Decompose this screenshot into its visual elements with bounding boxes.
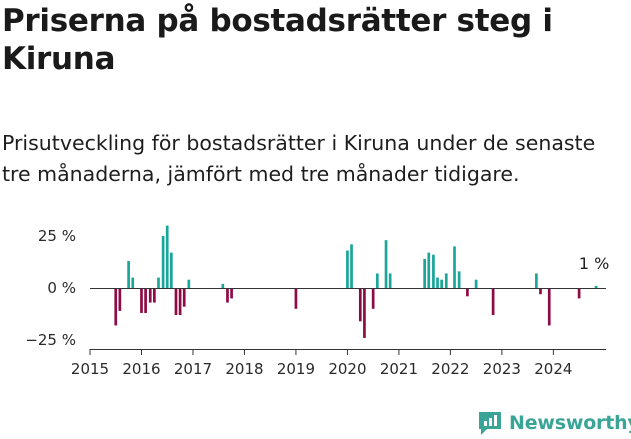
bar-positive	[444, 273, 448, 288]
bar-positive	[221, 283, 225, 288]
bar-negative	[144, 288, 147, 313]
bar-negative	[466, 288, 469, 297]
bar-negative	[539, 288, 542, 295]
bar-positive	[423, 258, 426, 288]
bar-positive	[157, 277, 160, 288]
bar-negative	[547, 288, 551, 326]
bar-positive	[127, 260, 130, 288]
x-tick-label: 2018	[225, 360, 263, 378]
bar-positive	[346, 250, 349, 288]
x-axis-ticks: 2015 2016 2017 2018 2019 2020 2021 2022 2023 2024	[71, 349, 572, 378]
bar-positive	[427, 252, 431, 288]
chart-bars	[114, 225, 598, 338]
chart-title: Priserna på bostadsrätter steg i Kiruna	[2, 3, 553, 77]
bar-negative	[371, 288, 375, 309]
bar-negative	[182, 288, 186, 307]
x-tick-label: 2021	[380, 360, 418, 378]
bar-positive	[388, 273, 392, 288]
bar-negative	[114, 288, 118, 326]
bar-positive	[594, 285, 598, 288]
bar-negative	[140, 288, 143, 313]
newsworthy-logo: Newsworthy	[476, 408, 631, 438]
latest-value-annotation: 1 %	[579, 254, 609, 273]
bar-negative	[226, 288, 229, 303]
bar-positive	[165, 225, 169, 288]
bar-positive	[131, 277, 135, 288]
x-tick-label: 2015	[71, 360, 109, 378]
x-tick-label: 2016	[122, 360, 160, 378]
bar-positive	[453, 246, 456, 288]
bar-negative	[230, 288, 233, 299]
bar-negative	[491, 288, 495, 316]
y-axis-labels: 25 % 0 % −25 %	[25, 227, 76, 349]
bar-positive	[170, 252, 173, 288]
x-tick-label: 2022	[431, 360, 469, 378]
bar-positive	[457, 271, 461, 288]
bar-negative	[178, 288, 182, 316]
bar-negative	[294, 288, 298, 309]
y-tick-label: 0 %	[47, 279, 76, 297]
bar-positive	[436, 277, 439, 288]
bar-negative	[118, 288, 122, 311]
x-tick-label: 2024	[534, 360, 572, 378]
y-tick-label: 25 %	[38, 227, 76, 245]
x-tick-label: 2019	[277, 360, 315, 378]
y-tick-label: −25 %	[25, 331, 76, 349]
bar-negative	[174, 288, 178, 316]
bar-negative	[148, 288, 152, 303]
bar-positive	[161, 236, 165, 288]
newsworthy-logo-text: Newsworthy	[509, 412, 631, 434]
bar-positive	[535, 273, 538, 288]
bar-positive	[432, 254, 435, 288]
x-tick-label: 2017	[174, 360, 212, 378]
bar-positive	[350, 244, 353, 288]
x-tick-label: 2023	[483, 360, 521, 378]
bar-negative	[153, 288, 156, 303]
newsworthy-logo-icon	[479, 412, 501, 435]
bar-positive	[375, 273, 379, 288]
bar-positive	[187, 279, 191, 288]
bar-positive	[384, 240, 388, 288]
x-tick-label: 2020	[328, 360, 366, 378]
bar-negative	[363, 288, 366, 338]
bar-negative	[577, 288, 581, 299]
bar-negative	[358, 288, 362, 322]
bar-positive	[474, 279, 478, 288]
bar-positive	[440, 279, 443, 288]
chart-subtitle: Prisutveckling för bostadsrätter i Kirun…	[2, 131, 596, 186]
